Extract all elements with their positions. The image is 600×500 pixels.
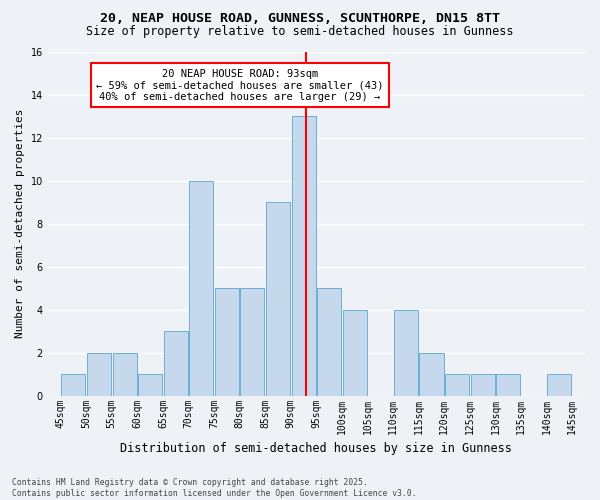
Bar <box>496 374 520 396</box>
Bar <box>292 116 316 396</box>
Bar <box>445 374 469 396</box>
Y-axis label: Number of semi-detached properties: Number of semi-detached properties <box>15 109 25 338</box>
Bar <box>419 352 443 396</box>
X-axis label: Distribution of semi-detached houses by size in Gunness: Distribution of semi-detached houses by … <box>121 442 512 455</box>
Bar <box>113 352 137 396</box>
Text: Contains HM Land Registry data © Crown copyright and database right 2025.
Contai: Contains HM Land Registry data © Crown c… <box>12 478 416 498</box>
Bar <box>138 374 162 396</box>
Bar <box>215 288 239 396</box>
Bar <box>266 202 290 396</box>
Bar <box>547 374 571 396</box>
Text: 20, NEAP HOUSE ROAD, GUNNESS, SCUNTHORPE, DN15 8TT: 20, NEAP HOUSE ROAD, GUNNESS, SCUNTHORPE… <box>100 12 500 26</box>
Bar <box>470 374 494 396</box>
Bar <box>189 180 214 396</box>
Bar <box>61 374 85 396</box>
Bar <box>241 288 265 396</box>
Bar <box>394 310 418 396</box>
Bar <box>87 352 111 396</box>
Bar <box>317 288 341 396</box>
Text: 20 NEAP HOUSE ROAD: 93sqm
← 59% of semi-detached houses are smaller (43)
40% of : 20 NEAP HOUSE ROAD: 93sqm ← 59% of semi-… <box>96 68 383 102</box>
Text: Size of property relative to semi-detached houses in Gunness: Size of property relative to semi-detach… <box>86 25 514 38</box>
Bar <box>343 310 367 396</box>
Bar <box>164 331 188 396</box>
